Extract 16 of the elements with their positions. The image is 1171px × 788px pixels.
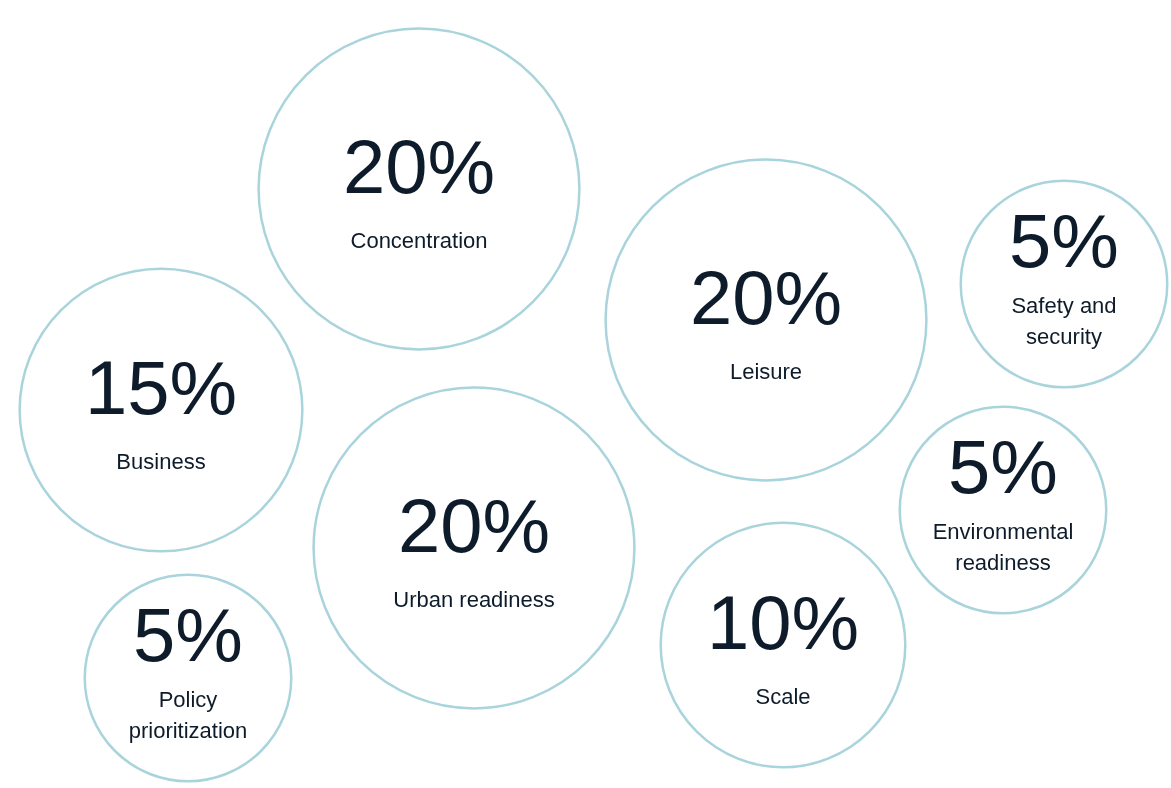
category-label: Policy prioritization bbox=[128, 687, 248, 743]
data-label: 10% bbox=[706, 580, 860, 665]
data-label: 5% bbox=[133, 592, 243, 677]
category-label: Business bbox=[116, 449, 206, 474]
category-label: Scale bbox=[755, 684, 811, 709]
category-label: Concentration bbox=[350, 228, 488, 253]
category-label: Urban readiness bbox=[393, 587, 555, 612]
category-label: Leisure bbox=[729, 359, 803, 384]
category-label: Safety and security bbox=[1011, 293, 1117, 349]
data-label: 20% bbox=[397, 483, 551, 568]
data-label: 5% bbox=[1009, 198, 1119, 283]
data-label: 20% bbox=[342, 124, 496, 209]
category-label: Environmental readiness bbox=[932, 519, 1074, 575]
data-label: 15% bbox=[84, 345, 238, 430]
data-label: 5% bbox=[948, 424, 1058, 509]
data-label: 20% bbox=[689, 255, 843, 340]
